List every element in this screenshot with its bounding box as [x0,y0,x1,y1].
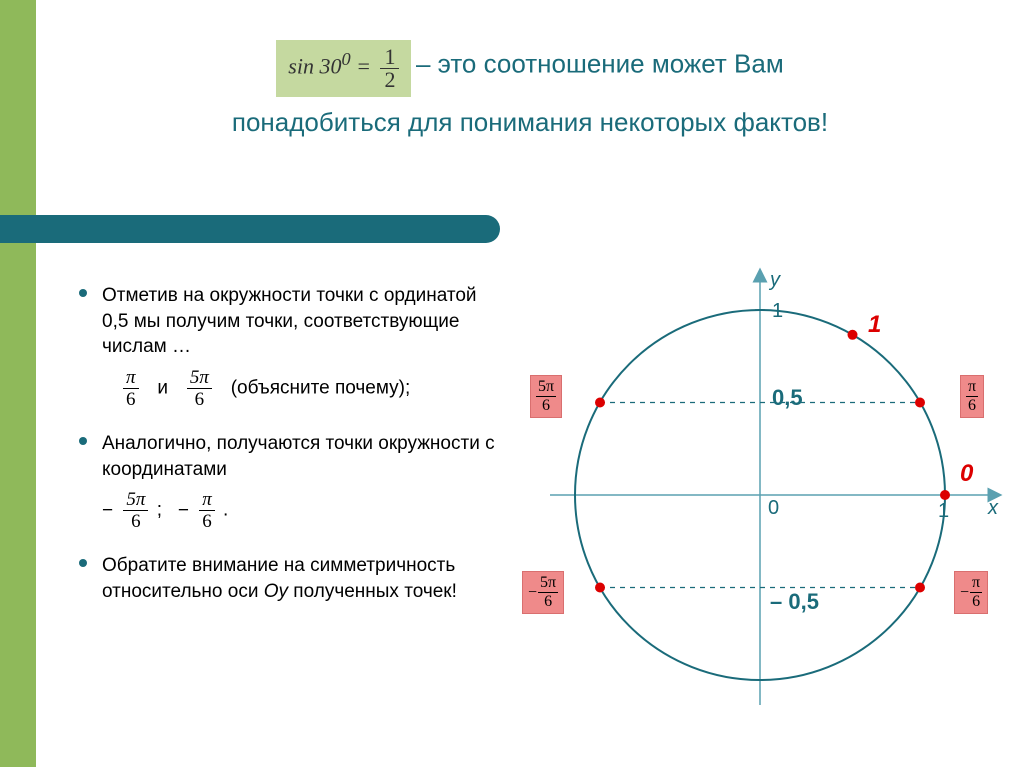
unit-circle-svg [510,265,1010,735]
frac-pi6: π 6 [123,368,139,409]
angle-br-num: π [970,575,982,593]
divider-pill [0,215,500,243]
label-one-top: 1 [772,300,783,323]
angle-tr-den: 6 [966,397,978,414]
formula-lhs: sin 30 [288,54,341,79]
angle-negpi6: −π6 [954,571,988,614]
formula-num: 1 [380,46,399,69]
frac-period: . [223,500,228,521]
sin30-formula: sin 300 = 1 2 [276,40,411,97]
frac-neg5pi6-den: 6 [123,511,148,531]
formula-den: 2 [380,69,399,91]
bullet-1-and: и [157,377,168,398]
frac-neg5pi6: 5π 6 [123,490,148,531]
title-line1: – это соотношение может Вам [416,49,784,79]
bullet-3-tail: полученных точек! [293,581,457,602]
point-negpi6 [915,583,925,593]
bullet-2: Аналогично, получаются точки окружности … [102,423,498,531]
title-line2: понадобиться для понимания некоторых фак… [232,107,828,137]
angle-tl-num: 5π [536,379,556,397]
angle-bl-num: 5π [538,575,558,593]
unit-circle-diagram: y x 1 1 0 0,5 – 0,5 1 0 5π6 π6 −5π6 −π6 [510,265,1010,735]
point-zero [940,490,950,500]
title-block: sin 300 = 1 2 – это соотношение может Ва… [90,40,970,138]
angle-tl-den: 6 [536,397,556,414]
point-pi6 [915,398,925,408]
frac-negpi6: π 6 [199,490,215,531]
angle-5pi6: 5π6 [530,375,562,418]
bullet-list: Отметив на окружности точки с ординатой … [78,275,498,618]
angle-bl-den: 6 [538,593,558,610]
frac-5pi6: 5π 6 [187,368,212,409]
label-red-zero: 0 [960,460,973,488]
point-5pi6 [595,398,605,408]
bullet-3-oy: Oy [264,581,288,602]
frac-sep: ; [157,500,162,521]
angle-neg5pi6: −5π6 [522,571,564,614]
label-one-right: 1 [938,500,949,523]
bullet-3: Обратите внимание на симметричность отно… [102,545,498,604]
frac-negpi6-num: π [202,489,212,510]
formula-deg: 0 [341,49,350,69]
label-y: y [770,269,780,292]
frac-pi6-den: 6 [123,389,139,409]
label-origin: 0 [768,497,779,520]
label-half-pos: 0,5 [772,385,803,411]
angle-br-den: 6 [970,593,982,610]
frac-pi6-num: π [126,367,136,388]
bullet-1-explain: (объясните почему); [231,377,411,398]
point-neg5pi6 [595,583,605,593]
frac-5pi6-num: 5π [190,367,209,388]
frac-neg5pi6-num: 5π [126,489,145,510]
angle-bl-sign: − [528,585,537,601]
bullet-1-text: Отметив на окружности точки с ординатой … [102,285,477,357]
sidebar-accent [0,0,36,767]
bullet-1: Отметив на окружности точки с ординатой … [102,275,498,409]
formula-fraction: 1 2 [380,46,399,91]
label-red-one: 1 [868,311,881,339]
label-x: x [988,497,998,520]
frac-negpi6-den: 6 [199,511,215,531]
frac-5pi6-den: 6 [187,389,212,409]
angle-br-sign: − [960,585,969,601]
formula-eq: = [356,54,371,79]
point-one-rad [848,330,858,340]
angle-pi6: π6 [960,375,984,418]
bullet-2-text: Аналогично, получаются точки окружности … [102,433,495,480]
label-half-neg: – 0,5 [770,589,819,615]
angle-tr-num: π [966,379,978,397]
